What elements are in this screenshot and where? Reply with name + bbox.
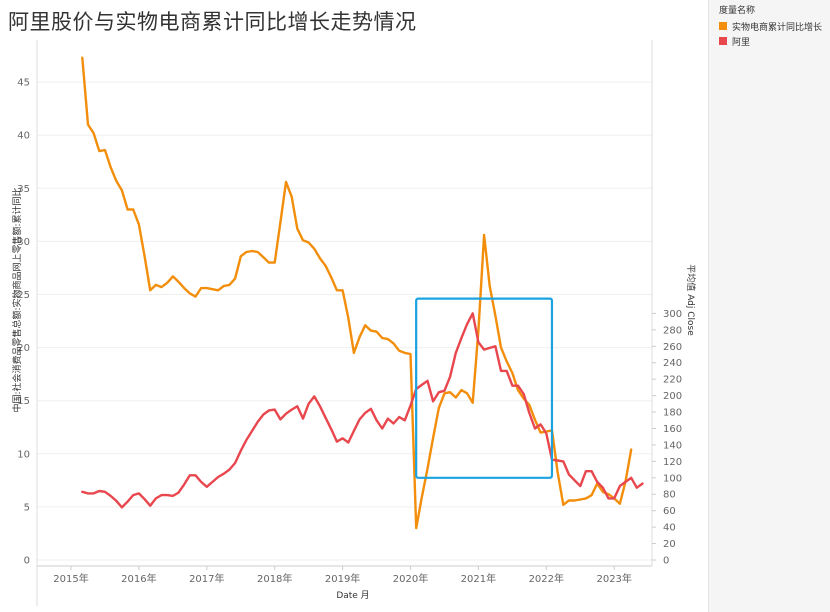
legend-swatch-alibaba xyxy=(719,37,727,45)
series-line-alibaba-price[interactable] xyxy=(81,312,644,509)
left-y-tick-label: 0 xyxy=(24,556,30,567)
left-y-tick-label: 35 xyxy=(17,184,30,195)
line-chart: 0 5 10 15 20 25 30 35 40 45 0 20 40 60 80 100 120 140 160 1… xyxy=(11,40,697,606)
right-y-tick-label: 40 xyxy=(663,523,676,534)
legend-label-ecommerce: 实物电商累计同比增长 xyxy=(732,22,823,33)
left-y-tick-label: 5 xyxy=(24,502,30,513)
right-y-tick-label: 200 xyxy=(663,391,682,402)
left-y-tick-label: 40 xyxy=(17,131,30,142)
highlight-box xyxy=(415,297,554,479)
x-tick-label: 2018年 xyxy=(257,572,292,585)
legend-item-alibaba[interactable]: 阿里 xyxy=(719,35,751,48)
left-y-tick-label: 20 xyxy=(17,343,30,354)
right-y-axis-title: 平均值 Adj Close xyxy=(685,264,697,336)
left-y-tick-label: 15 xyxy=(17,396,30,407)
right-y-tick-label: 160 xyxy=(663,424,682,435)
legend-item-ecommerce[interactable]: 实物电商累计同比增长 xyxy=(719,20,823,33)
left-y-tick-label: 45 xyxy=(17,78,30,89)
series-line-ecommerce-growth[interactable] xyxy=(81,56,633,530)
highlight-overlay xyxy=(415,297,554,479)
right-y-tick-label: 60 xyxy=(663,506,676,517)
right-y-tick-label: 260 xyxy=(663,342,682,353)
x-tick-label: 2023年 xyxy=(596,572,631,585)
axes: 0 5 10 15 20 25 30 35 40 45 0 20 40 60 80 100 120 140 160 1… xyxy=(17,40,682,606)
x-tick-label: 2020年 xyxy=(393,572,428,585)
right-y-tick-label: 280 xyxy=(663,325,682,336)
right-y-tick-label: 220 xyxy=(663,375,682,386)
legend-label-alibaba: 阿里 xyxy=(732,37,751,48)
chart-title: 阿里股价与实物电商累计同比增长走势情况 xyxy=(8,10,417,34)
x-tick-label: 2016年 xyxy=(121,572,156,585)
x-tick-label: 2022年 xyxy=(529,572,564,585)
left-y-tick-label: 10 xyxy=(17,449,30,460)
legend-title: 度量名称 xyxy=(719,6,756,16)
left-y-axis-title: 中国:社会消费品零售总额:实物商品网上零售额:累计同比 xyxy=(11,187,23,412)
right-y-tick-label: 180 xyxy=(663,408,682,419)
legend-swatch-ecommerce xyxy=(719,22,727,30)
right-y-tick-label: 100 xyxy=(663,473,682,484)
x-tick-label: 2019年 xyxy=(325,572,360,585)
x-axis-title: Date 月 xyxy=(336,590,369,601)
right-y-tick-label: 0 xyxy=(663,556,669,567)
right-y-tick-label: 240 xyxy=(663,358,682,369)
right-y-tick-label: 80 xyxy=(663,490,676,501)
left-y-tick-label: 25 xyxy=(17,290,30,301)
right-y-tick-label: 300 xyxy=(663,309,682,320)
right-y-tick-label: 20 xyxy=(663,539,676,550)
x-tick-label: 2017年 xyxy=(189,572,224,585)
right-y-tick-label: 120 xyxy=(663,457,682,468)
right-y-tick-label: 140 xyxy=(663,440,682,451)
series-lines xyxy=(81,56,644,530)
x-tick-label: 2015年 xyxy=(53,572,88,585)
x-tick-label: 2021年 xyxy=(461,572,496,585)
legend-panel: 度量名称 实物电商累计同比增长 阿里 xyxy=(708,0,830,612)
left-y-tick-label: 30 xyxy=(17,237,30,248)
